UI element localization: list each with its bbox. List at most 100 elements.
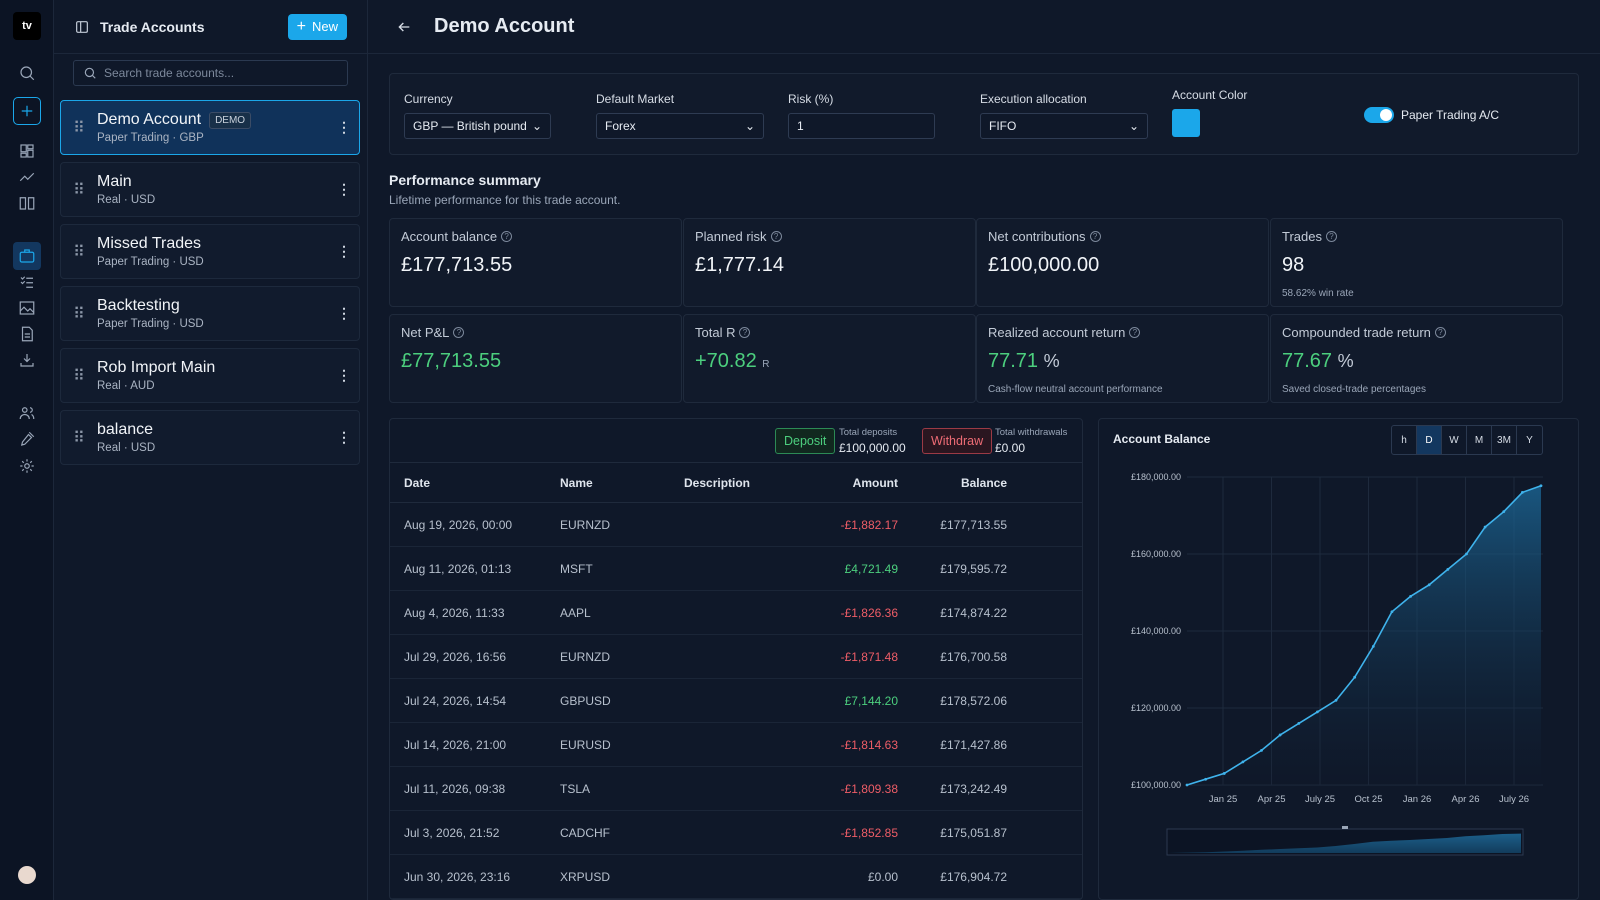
total-deposits-value: £100,000.00	[839, 441, 906, 455]
help-icon[interactable]: ?	[453, 327, 465, 338]
account-item[interactable]: ⠿ Main Real · USD ⋮	[60, 162, 360, 217]
users-icon[interactable]	[13, 399, 41, 427]
book-icon[interactable]	[13, 189, 41, 217]
more-options-icon[interactable]: ⋮	[337, 367, 351, 383]
balance-point	[1260, 748, 1263, 752]
account-name: Backtesting	[97, 297, 180, 314]
cell-balance: £175,051.87	[940, 825, 1007, 840]
avatar[interactable]	[18, 866, 36, 884]
import-icon[interactable]	[13, 346, 41, 374]
drag-handle-icon[interactable]: ⠿	[73, 119, 85, 137]
more-options-icon[interactable]: ⋮	[337, 119, 351, 135]
account-item[interactable]: ⠿ Missed Trades Paper Trading · USD ⋮	[60, 224, 360, 279]
table-row[interactable]: Jun 30, 2026, 23:16 XRPUSD £0.00 £176,90…	[390, 855, 1082, 899]
image-icon[interactable]	[13, 294, 41, 322]
metric-value: 98	[1282, 254, 1305, 276]
execution-select[interactable]: FIFO ⌄	[980, 113, 1148, 139]
deposit-button[interactable]: Deposit	[775, 428, 836, 454]
more-options-icon[interactable]: ⋮	[337, 429, 351, 445]
timeframe-d[interactable]: D	[1417, 426, 1442, 454]
account-subtitle: Paper Trading · USD	[97, 256, 204, 268]
drag-handle-icon[interactable]: ⠿	[73, 181, 85, 199]
document-icon[interactable]	[13, 320, 41, 348]
help-icon[interactable]: ?	[1434, 327, 1446, 338]
help-icon[interactable]: ?	[1129, 327, 1141, 338]
more-options-icon[interactable]: ⋮	[337, 243, 351, 259]
header-balance[interactable]: Balance	[960, 475, 1007, 490]
account-item[interactable]: ⠿ balance Real · USD ⋮	[60, 410, 360, 465]
paper-trading-control: Paper Trading A/C	[1364, 107, 1499, 123]
tools-icon[interactable]	[13, 425, 41, 453]
metric-value: 77.71	[988, 350, 1039, 372]
y-tick-label: £160,000.00	[1131, 549, 1181, 559]
timeframe-selector: h D W M 3M Y	[1391, 425, 1543, 455]
account-subtitle: Paper Trading · USD	[97, 318, 204, 330]
help-icon[interactable]: ?	[1325, 231, 1337, 242]
table-row[interactable]: Aug 11, 2026, 01:13 MSFT £4,721.49 £179,…	[390, 547, 1082, 591]
account-item[interactable]: ⠿ Rob Import Main Real · AUD ⋮	[60, 348, 360, 403]
risk-label: Risk (%)	[788, 92, 834, 106]
currency-value: GBP — British pound	[413, 119, 527, 133]
drag-handle-icon[interactable]: ⠿	[73, 367, 85, 385]
table-row[interactable]: Jul 11, 2026, 09:38 TSLA -£1,809.38 £173…	[390, 767, 1082, 811]
account-subtitle: Real · USD	[97, 442, 156, 454]
timeframe-m[interactable]: M	[1467, 426, 1492, 454]
cell-balance: £173,242.49	[940, 781, 1007, 796]
table-row[interactable]: Jul 29, 2026, 16:56 EURNZD -£1,871.48 £1…	[390, 635, 1082, 679]
add-icon[interactable]	[13, 97, 41, 125]
search-input[interactable]: Search trade accounts...	[73, 60, 348, 86]
sidebar-title: Trade Accounts	[100, 18, 205, 35]
help-icon[interactable]: ?	[739, 327, 751, 338]
currency-select[interactable]: GBP — British pound ⌄	[404, 113, 551, 139]
trend-icon[interactable]	[13, 163, 41, 191]
plus-icon: +	[296, 17, 306, 35]
risk-input[interactable]: 1	[788, 113, 935, 139]
balance-chart-svg[interactable]: £100,000.00 £120,000.00 £140,000.00 £160,00…	[1099, 459, 1578, 899]
header-amount[interactable]: Amount	[852, 475, 898, 490]
header-date[interactable]: Date	[404, 475, 431, 490]
table-row[interactable]: Jul 14, 2026, 21:00 EURUSD -£1,814.63 £1…	[390, 723, 1082, 767]
color-swatch[interactable]	[1172, 109, 1200, 137]
table-row[interactable]: Jul 24, 2026, 14:54 GBPUSD £7,144.20 £17…	[390, 679, 1082, 723]
timeframe-y[interactable]: Y	[1526, 434, 1533, 446]
cell-amount: -£1,871.48	[840, 649, 898, 664]
drag-handle-icon[interactable]: ⠿	[73, 243, 85, 261]
gear-icon[interactable]	[13, 452, 41, 480]
help-icon[interactable]: ?	[770, 231, 782, 242]
briefcase-icon[interactable]	[13, 242, 41, 270]
market-select[interactable]: Forex ⌄	[596, 113, 764, 139]
timeframe-h[interactable]: h	[1392, 426, 1417, 454]
new-account-button[interactable]: + New	[287, 13, 347, 40]
timeframe-w[interactable]: W	[1442, 426, 1467, 454]
metric-card: Net P&L? £77,713.55	[389, 314, 682, 403]
withdraw-button[interactable]: Withdraw	[922, 428, 993, 454]
table-row[interactable]: Jul 3, 2026, 21:52 CADCHF -£1,852.85 £17…	[390, 811, 1082, 855]
table-row[interactable]: Aug 4, 2026, 11:33 AAPL -£1,826.36 £174,…	[390, 591, 1082, 635]
table-row[interactable]: Aug 19, 2026, 00:00 EURNZD -£1,882.17 £1…	[390, 503, 1082, 547]
panel-toggle-icon[interactable]	[74, 19, 90, 35]
cell-name: XRPUSD	[560, 869, 611, 884]
header-description[interactable]: Description	[684, 475, 751, 490]
help-icon[interactable]: ?	[501, 231, 513, 242]
account-item[interactable]: ⠿ Backtesting Paper Trading · USD ⋮	[60, 286, 360, 341]
paper-trading-toggle[interactable]	[1364, 107, 1394, 123]
chart-title: Account Balance	[1113, 432, 1211, 446]
market-value: Forex	[605, 119, 636, 133]
drag-handle-icon[interactable]: ⠿	[73, 305, 85, 323]
search-icon[interactable]	[13, 59, 41, 87]
account-subtitle: Real · AUD	[97, 380, 155, 392]
checklist-icon[interactable]	[13, 268, 41, 296]
app-logo[interactable]: tv	[13, 12, 41, 40]
back-arrow-icon[interactable]	[396, 19, 412, 35]
transactions-toolbar: Deposit Total deposits £100,000.00 Withdr…	[390, 419, 1082, 463]
more-options-icon[interactable]: ⋮	[337, 181, 351, 197]
timeframe-3m[interactable]: 3M	[1492, 426, 1517, 454]
dashboard-icon[interactable]	[13, 137, 41, 165]
account-item[interactable]: ⠿ Demo Account DEMO Paper Trading · GBP ⋮	[60, 100, 360, 155]
help-icon[interactable]: ?	[1089, 231, 1101, 242]
chevron-down-icon: ⌄	[1128, 119, 1139, 133]
drag-handle-icon[interactable]: ⠿	[73, 429, 85, 447]
execution-field: Execution allocation FIFO ⌄	[980, 92, 1148, 139]
more-options-icon[interactable]: ⋮	[337, 305, 351, 321]
header-name[interactable]: Name	[560, 475, 593, 490]
